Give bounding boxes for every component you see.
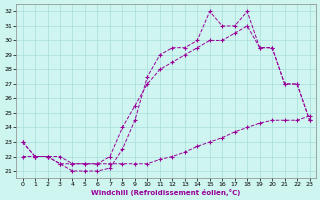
X-axis label: Windchill (Refroidissement éolien,°C): Windchill (Refroidissement éolien,°C) — [92, 189, 241, 196]
